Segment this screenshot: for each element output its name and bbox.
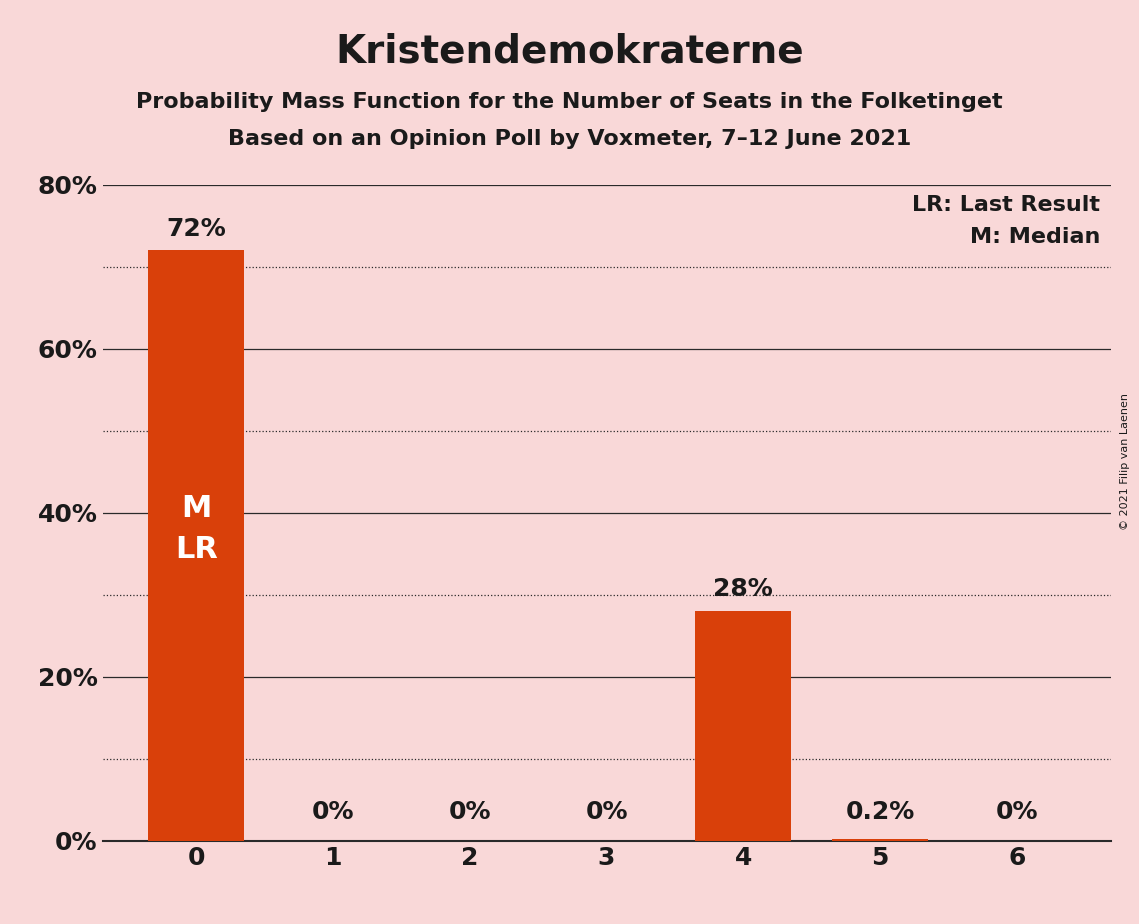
Text: 0%: 0% <box>449 800 491 824</box>
Text: © 2021 Filip van Laenen: © 2021 Filip van Laenen <box>1121 394 1130 530</box>
Text: Probability Mass Function for the Number of Seats in the Folketinget: Probability Mass Function for the Number… <box>137 92 1002 113</box>
Text: 0%: 0% <box>312 800 354 824</box>
Text: 0%: 0% <box>995 800 1038 824</box>
Text: M
LR: M LR <box>174 494 218 564</box>
Text: LR: Last Result: LR: Last Result <box>912 195 1100 214</box>
Text: Based on an Opinion Poll by Voxmeter, 7–12 June 2021: Based on an Opinion Poll by Voxmeter, 7–… <box>228 129 911 150</box>
Text: 0%: 0% <box>585 800 628 824</box>
Bar <box>148 250 244 841</box>
Text: Kristendemokraterne: Kristendemokraterne <box>335 32 804 70</box>
Text: 72%: 72% <box>166 216 226 240</box>
Text: 0.2%: 0.2% <box>845 800 915 824</box>
Bar <box>833 839 928 841</box>
Text: M: Median: M: Median <box>970 227 1100 248</box>
Text: 28%: 28% <box>713 578 773 602</box>
Bar <box>696 612 792 841</box>
